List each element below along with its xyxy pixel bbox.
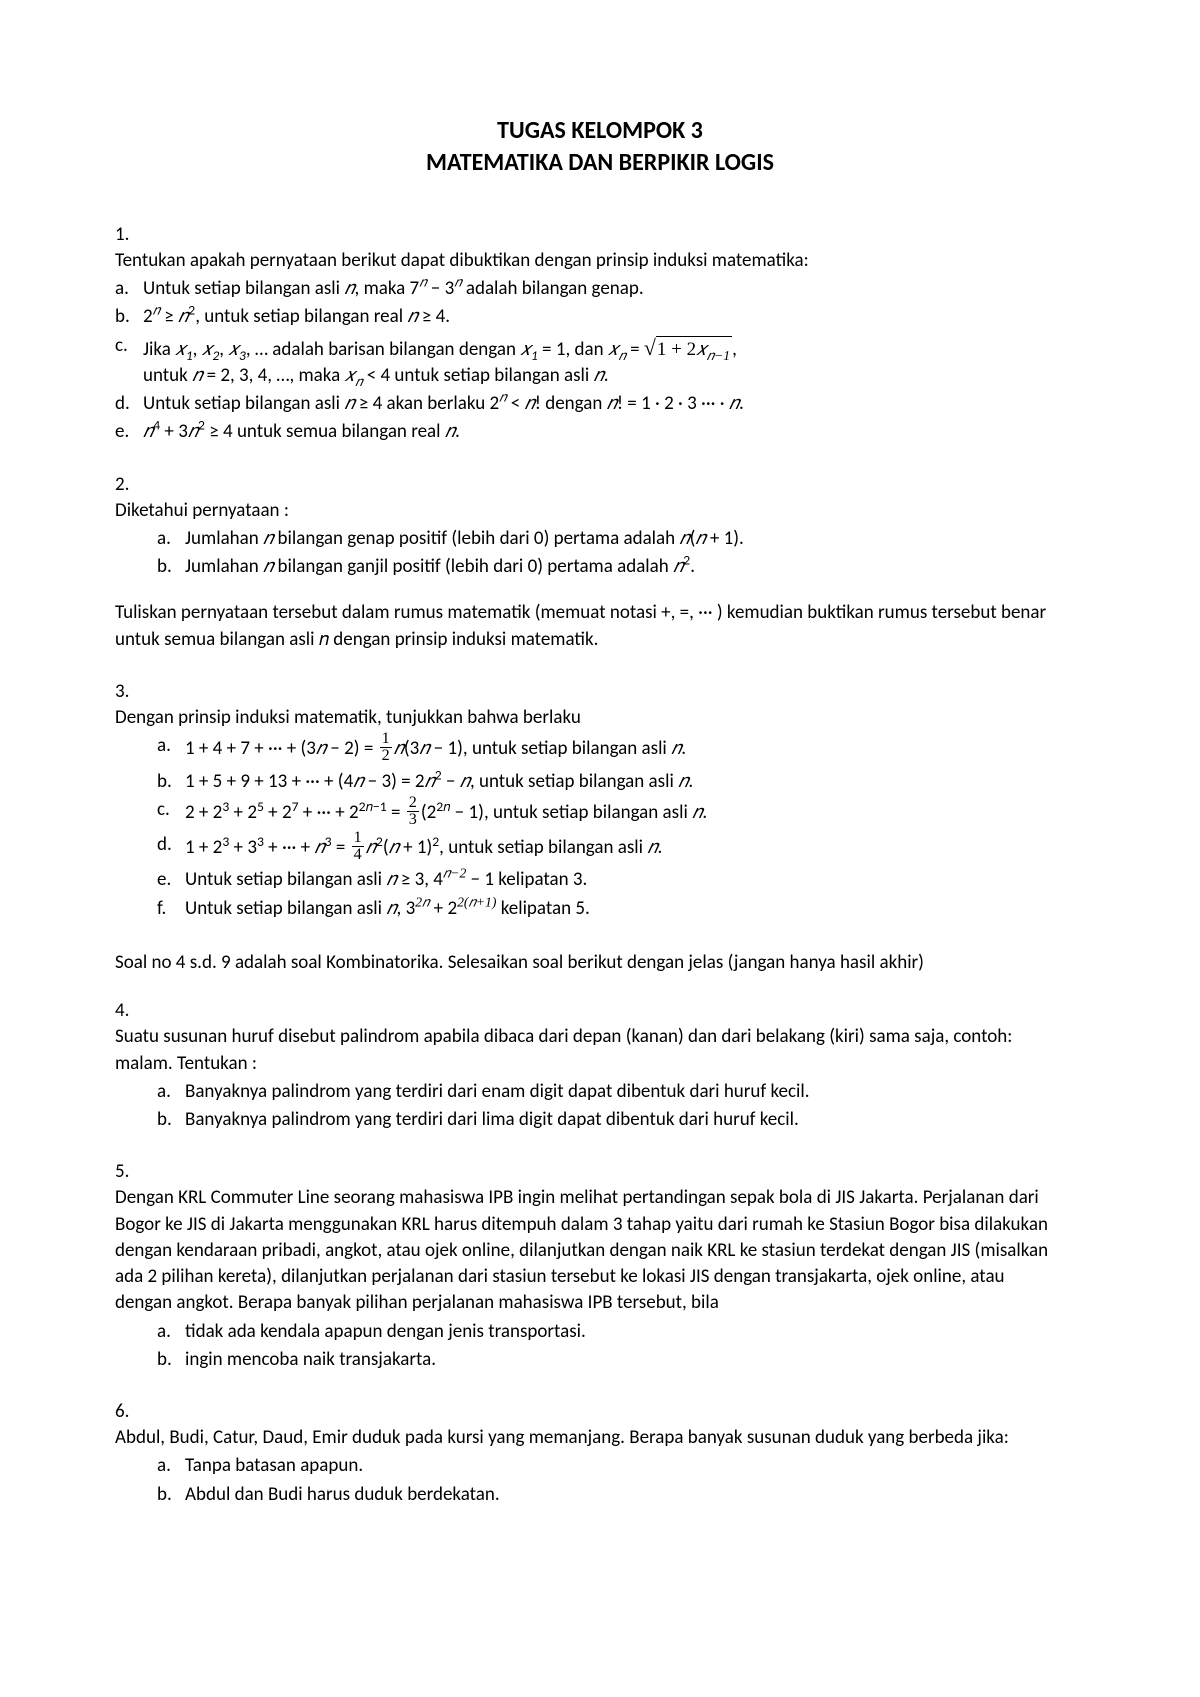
q1a: a. Untuk setiap bilangan asli 𝑛, maka 7𝑛… — [115, 276, 1053, 302]
q4-body: Suatu susunan huruf disebut palindrom ap… — [115, 1024, 1053, 1133]
q4b: b.Banyaknya palindrom yang terdiri dari … — [115, 1107, 1053, 1133]
q2-body: Diketahui pernyataan : a. Jumlahan 𝑛 bil… — [115, 498, 1053, 653]
q5-body: Dengan KRL Commuter Line seorang mahasis… — [115, 1185, 1053, 1373]
q5b: b.ingin mencoba naik transjakarta. — [115, 1347, 1053, 1373]
q5-prompt: Dengan KRL Commuter Line seorang mahasis… — [115, 1186, 1048, 1314]
question-5: 5. Dengan KRL Commuter Line seorang maha… — [115, 1159, 1085, 1373]
q6b: b.Abdul dan Budi harus duduk berdekatan. — [115, 1482, 1053, 1508]
q1e: e. 𝑛4 + 3𝑛2 ≥ 4 untuk semua bilangan rea… — [115, 419, 1053, 445]
q3-sublist: a. 1 + 4 + 7 + ··· + (3𝑛 − 2) = 12𝑛(3𝑛 −… — [115, 733, 1053, 922]
question-2: 2. Diketahui pernyataan : a. Jumlahan 𝑛 … — [115, 472, 1085, 653]
q2-prompt: Diketahui pernyataan : — [115, 499, 289, 522]
q3-prompt: Dengan prinsip induksi matematik, tunjuk… — [115, 706, 581, 729]
q1-prompt: Tentukan apakah pernyataan berikut dapat… — [115, 249, 809, 272]
fraction: 12 — [380, 731, 392, 764]
section-note: Soal no 4 s.d. 9 adalah soal Kombinatori… — [115, 950, 1085, 976]
q5-sublist: a.tidak ada kendala apapun dengan jenis … — [115, 1319, 1053, 1373]
q6-number: 6. — [115, 1399, 143, 1425]
document-title: TUGAS KELOMPOK 3 MATEMATIKA DAN BERPIKIR… — [115, 115, 1085, 180]
q1d: d. Untuk setiap bilangan asli 𝑛 ≥ 4 akan… — [115, 391, 1053, 417]
q3e: e. Untuk setiap bilangan asli 𝑛 ≥ 3, 4𝑛−… — [115, 867, 1053, 893]
title-line-2: MATEMATIKA DAN BERPIKIR LOGIS — [115, 147, 1085, 179]
q1-body: Tentukan apakah pernyataan berikut dapat… — [115, 248, 1053, 446]
q1c: c. Jika 𝑥1, 𝑥2, 𝑥3, … adalah barisan bil… — [115, 333, 1053, 389]
q3b: b. 1 + 5 + 9 + 13 + ··· + (4𝑛 − 3) = 2𝑛2… — [115, 769, 1053, 795]
q5a: a.tidak ada kendala apapun dengan jenis … — [115, 1319, 1053, 1345]
q2b: b. Jumlahan 𝑛 bilangan ganjil positif (l… — [115, 554, 1053, 580]
q5-number: 5. — [115, 1159, 143, 1185]
q3-body: Dengan prinsip induksi matematik, tunjuk… — [115, 705, 1053, 922]
question-3: 3. Dengan prinsip induksi matematik, tun… — [115, 679, 1085, 922]
fraction: 23 — [407, 795, 419, 828]
title-line-1: TUGAS KELOMPOK 3 — [115, 115, 1085, 147]
q6-sublist: a.Tanpa batasan apapun. b.Abdul dan Budi… — [115, 1453, 1053, 1507]
question-1: 1. Tentukan apakah pernyataan berikut da… — [115, 222, 1085, 446]
fraction: 14 — [352, 830, 364, 863]
q4-number: 4. — [115, 998, 143, 1024]
document-page: TUGAS KELOMPOK 3 MATEMATIKA DAN BERPIKIR… — [0, 0, 1200, 1697]
q2a: a. Jumlahan 𝑛 bilangan genap positif (le… — [115, 526, 1053, 552]
q3a: a. 1 + 4 + 7 + ··· + (3𝑛 − 2) = 12𝑛(3𝑛 −… — [115, 733, 1053, 766]
q1-sublist: a. Untuk setiap bilangan asli 𝑛, maka 7𝑛… — [115, 276, 1053, 445]
q2-followup: Tuliskan pernyataan tersebut dalam rumus… — [115, 600, 1053, 652]
question-4: 4. Suatu susunan huruf disebut palindrom… — [115, 998, 1085, 1133]
q1b: b. 2𝑛 ≥ 𝑛2, untuk setiap bilangan real 𝑛… — [115, 304, 1053, 330]
q6-body: Abdul, Budi, Catur, Daud, Emir duduk pad… — [115, 1425, 1053, 1508]
q4a: a.Banyaknya palindrom yang terdiri dari … — [115, 1079, 1053, 1105]
q6-prompt: Abdul, Budi, Catur, Daud, Emir duduk pad… — [115, 1426, 1009, 1449]
q1-number: 1. — [115, 222, 143, 248]
q2-number: 2. — [115, 472, 143, 498]
question-6: 6. Abdul, Budi, Catur, Daud, Emir duduk … — [115, 1399, 1085, 1508]
q4-prompt: Suatu susunan huruf disebut palindrom ap… — [115, 1025, 1012, 1074]
q3d: d. 1 + 23 + 33 + ··· + 𝑛3 = 14𝑛2(𝑛 + 1)2… — [115, 832, 1053, 865]
q3f: f. Untuk setiap bilangan asli 𝑛, 32𝑛 + 2… — [115, 896, 1053, 922]
q4-sublist: a.Banyaknya palindrom yang terdiri dari … — [115, 1079, 1053, 1133]
q3c: c. 2 + 23 + 25 + 27 + ··· + 22𝑛−1 = 23(2… — [115, 797, 1053, 830]
q2-sublist: a. Jumlahan 𝑛 bilangan genap positif (le… — [115, 526, 1053, 580]
q3-number: 3. — [115, 679, 143, 705]
q6a: a.Tanpa batasan apapun. — [115, 1453, 1053, 1479]
sqrt-icon: 1 + 2𝑥𝑛−1 — [644, 333, 732, 363]
